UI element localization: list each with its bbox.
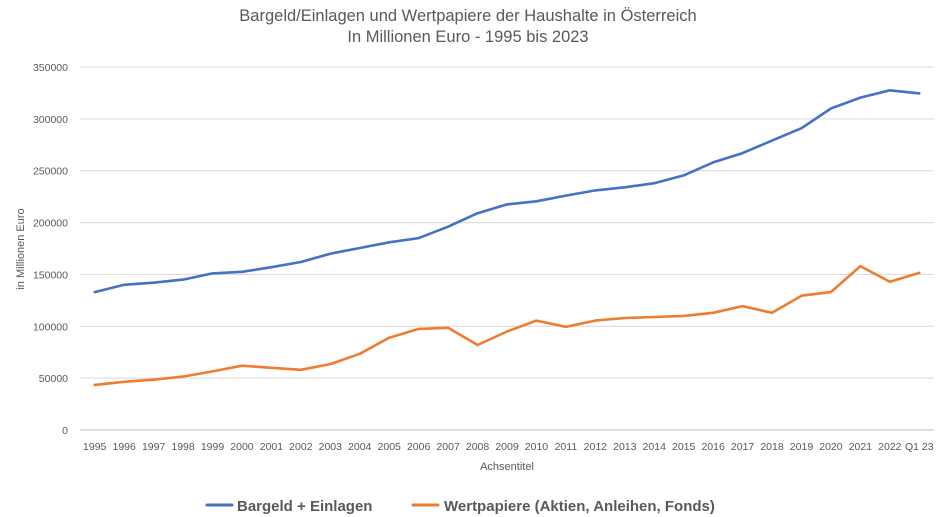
x-tick-label: 2006: [407, 441, 431, 453]
chart-title: Bargeld/Einlagen und Wertpapiere der Hau…: [0, 6, 936, 48]
x-tick-label: 2000: [230, 441, 254, 453]
x-tick-label: 2013: [613, 441, 637, 453]
chart-subtitle: In Millionen Euro - 1995 bis 2023: [347, 28, 589, 46]
x-tick-label: 1995: [83, 441, 107, 453]
y-tick-label: 100000: [33, 321, 68, 333]
x-tick-label: 2018: [760, 441, 784, 453]
x-tick-label: 1998: [171, 441, 195, 453]
x-tick-label: 2002: [289, 441, 313, 453]
y-axis-ticks: 0 50000 100000 150000 200000 250000 300000 3500…: [33, 62, 68, 437]
x-tick-label: 2007: [436, 441, 460, 453]
x-tick-label: 1996: [112, 441, 136, 453]
x-tick-label: 2009: [495, 441, 519, 453]
x-tick-label: 2010: [525, 441, 549, 453]
series-lines: [93, 89, 921, 387]
x-tick-label: 1999: [201, 441, 225, 453]
y-tick-label: 0: [62, 425, 68, 437]
x-tick-label: 1997: [142, 441, 166, 453]
x-tick-label: 2021: [849, 441, 873, 453]
x-tick-label: 2015: [672, 441, 696, 453]
y-tick-label: 200000: [33, 218, 68, 230]
x-tick-label: 2022: [878, 441, 902, 453]
gridlines: [80, 66, 934, 431]
y-tick-label: 300000: [33, 114, 68, 126]
x-tick-label: 2014: [643, 441, 667, 453]
x-tick-label: 2004: [348, 441, 372, 453]
x-tick-label: 2016: [701, 441, 725, 453]
x-tick-label: 2005: [378, 441, 402, 453]
y-tick-label: 150000: [33, 269, 68, 281]
x-tick-label: 2008: [466, 441, 490, 453]
legend-label: Bargeld + Einlagen: [237, 498, 372, 515]
x-tick-label: 2012: [584, 441, 608, 453]
y-tick-label: 50000: [39, 373, 68, 385]
x-tick-label: 2020: [819, 441, 843, 453]
x-tick-label: 2001: [260, 441, 284, 453]
x-tick-label: 2011: [555, 441, 578, 453]
legend: Bargeld + Einlagen Wertpapiere (Aktien, A…: [205, 498, 715, 515]
x-axis-ticks: 1995 1996 1997 1998 1999 2000 2001 2002 2003 2004…: [83, 441, 934, 453]
x-axis-title: Achsentitel: [480, 461, 534, 473]
series-line-1: [93, 89, 921, 294]
series-line-2: [93, 264, 921, 387]
y-tick-label: 350000: [33, 62, 68, 74]
x-tick-label: 2019: [790, 441, 814, 453]
x-tick-label: 2017: [731, 441, 755, 453]
y-tick-label: 250000: [33, 166, 68, 178]
x-tick-label: Q1 23: [905, 441, 934, 453]
chart-title-line: Bargeld/Einlagen und Wertpapiere der Hau…: [239, 7, 697, 25]
y-axis-title: in Millionen Euro: [15, 208, 27, 289]
x-tick-label: 2003: [319, 441, 343, 453]
legend-label: Wertpapiere (Aktien, Anleihen, Fonds): [444, 498, 715, 515]
